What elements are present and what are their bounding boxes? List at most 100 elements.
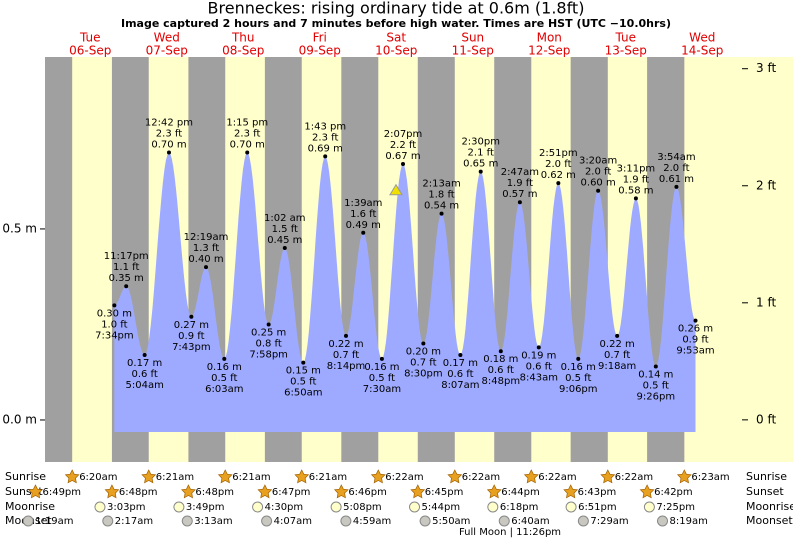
tide-label: 0.17 m: [127, 358, 162, 369]
row-time: 4:59am: [353, 516, 391, 527]
tide-label: 1.0 ft: [101, 319, 127, 330]
tide-label: 0.22 m: [328, 339, 363, 350]
tide-label: 1.8 ft: [428, 190, 454, 201]
row-time: 6:44pm: [501, 487, 540, 498]
row-time: 5:50am: [432, 516, 470, 527]
moonrise-icon: [94, 501, 106, 513]
tide-label: 0.30 m: [97, 308, 132, 319]
tide-point: [556, 181, 561, 186]
tide-label: 0.40 m: [188, 254, 223, 265]
row-time: 7:25pm: [656, 502, 695, 513]
sunrise-icon: [141, 469, 157, 484]
row-label-right: Sunrise: [746, 470, 787, 483]
tide-label: 6:03am: [205, 384, 243, 395]
tide-label: 0.45 m: [267, 235, 302, 246]
tide-point: [439, 211, 444, 216]
moonset-icon: [22, 515, 34, 527]
tide-label: 2.1 ft: [468, 148, 494, 159]
tide-point: [112, 303, 117, 308]
row-time: 6:21am: [232, 472, 270, 483]
y2-tick-label: 1 ft: [756, 295, 776, 309]
tide-label: 8:43am: [520, 372, 558, 383]
tide-label: 0.6 ft: [488, 365, 514, 376]
tide-label: 2.2 ft: [390, 140, 416, 151]
tide-point: [517, 200, 522, 205]
sunrise-icon: [676, 469, 692, 484]
day-date: 07-Sep: [146, 44, 188, 58]
right-margin: [742, 57, 793, 462]
y2-tick-label: 0 ft: [756, 412, 776, 426]
y2-tick-label: 3 ft: [756, 61, 776, 75]
tide-label: 8:07am: [441, 380, 479, 391]
row-label: Sunrise: [5, 470, 46, 483]
row-label-right: Moonrise: [746, 500, 793, 513]
row-time: 5:08pm: [343, 502, 382, 513]
row-time: 7:29am: [590, 516, 628, 527]
tide-point: [323, 154, 328, 159]
moon-phase: Full Moon | 11:26pm: [459, 527, 561, 538]
tide-label: 0.7 ft: [333, 350, 359, 361]
tide-label: 0.70 m: [151, 140, 186, 151]
tide-label: 1.5 ft: [272, 224, 298, 235]
sunset-icon: [104, 484, 120, 499]
tide-label: 1:15 pm: [226, 118, 268, 129]
tide-point: [266, 322, 271, 327]
tide-label: 0.61 m: [659, 174, 694, 185]
sunrise-icon: [447, 469, 463, 484]
tide-label: 0.9 ft: [682, 335, 708, 346]
tide-point: [361, 230, 366, 235]
tide-label: 0.5 ft: [643, 380, 669, 391]
row-label-right: Moonset: [746, 514, 793, 527]
tide-label: 2:47am: [501, 167, 539, 178]
tide-label: 0.6 ft: [131, 369, 157, 380]
tide-label: 3:20am: [579, 156, 617, 167]
row-time: 6:46pm: [348, 487, 387, 498]
tide-label: 7:30am: [363, 384, 401, 395]
tide-label: 1.3 ft: [193, 243, 219, 254]
tide-point: [478, 169, 483, 174]
tide-label: 9:06pm: [559, 384, 598, 395]
sunrise-icon: [217, 469, 233, 484]
tide-point: [576, 356, 581, 361]
tide-label: 0.16 m: [207, 362, 242, 373]
tide-label: 1:43 pm: [304, 121, 346, 132]
tide-label: 7:43pm: [172, 342, 211, 353]
tide-label: 12:42 pm: [145, 118, 193, 129]
day-date: 09-Sep: [299, 44, 341, 58]
tide-point: [222, 356, 227, 361]
tide-label: 1:02 am: [264, 213, 306, 224]
tide-point: [421, 341, 426, 346]
day-date: 06-Sep: [69, 44, 111, 58]
tide-label: 0.5 ft: [369, 373, 395, 384]
daylight: [72, 57, 112, 462]
tide-label: 0.5 ft: [290, 377, 316, 388]
row-time: 6:47pm: [272, 487, 311, 498]
tide-label: 0.20 m: [406, 347, 441, 358]
tide-label: 0.5 ft: [565, 373, 591, 384]
row-label: Moonrise: [5, 500, 55, 513]
moonset-icon: [102, 515, 114, 527]
day-date: 08-Sep: [222, 44, 264, 58]
day-name: Tue: [79, 31, 101, 45]
tide-label: 9:18am: [598, 361, 636, 372]
tide-label: 0.67 m: [385, 151, 420, 162]
tide-label: 6:50am: [284, 388, 322, 399]
tide-label: 0.8 ft: [255, 338, 281, 349]
tide-label: 2:30pm: [461, 137, 500, 148]
sunset-icon: [333, 484, 349, 499]
row-time: 4:30pm: [265, 502, 304, 513]
tide-label: 0.26 m: [678, 324, 713, 335]
row-time: 3:49pm: [186, 502, 225, 513]
tide-label: 2:07pm: [384, 129, 423, 140]
tide-area: [114, 152, 696, 432]
row-time: 6:22am: [615, 472, 653, 483]
moonrise-icon: [330, 501, 342, 513]
chart-subtitle: Image captured 2 hours and 7 minutes bef…: [121, 17, 671, 30]
tide-label: 2:13am: [422, 179, 460, 190]
moonset-icon: [419, 515, 431, 527]
sunrise-icon: [370, 469, 386, 484]
tide-point: [633, 196, 638, 201]
tide-label: 0.6 ft: [447, 369, 473, 380]
tide-label: 0.7 ft: [410, 358, 436, 369]
tide-label: 2.3 ft: [234, 129, 260, 140]
